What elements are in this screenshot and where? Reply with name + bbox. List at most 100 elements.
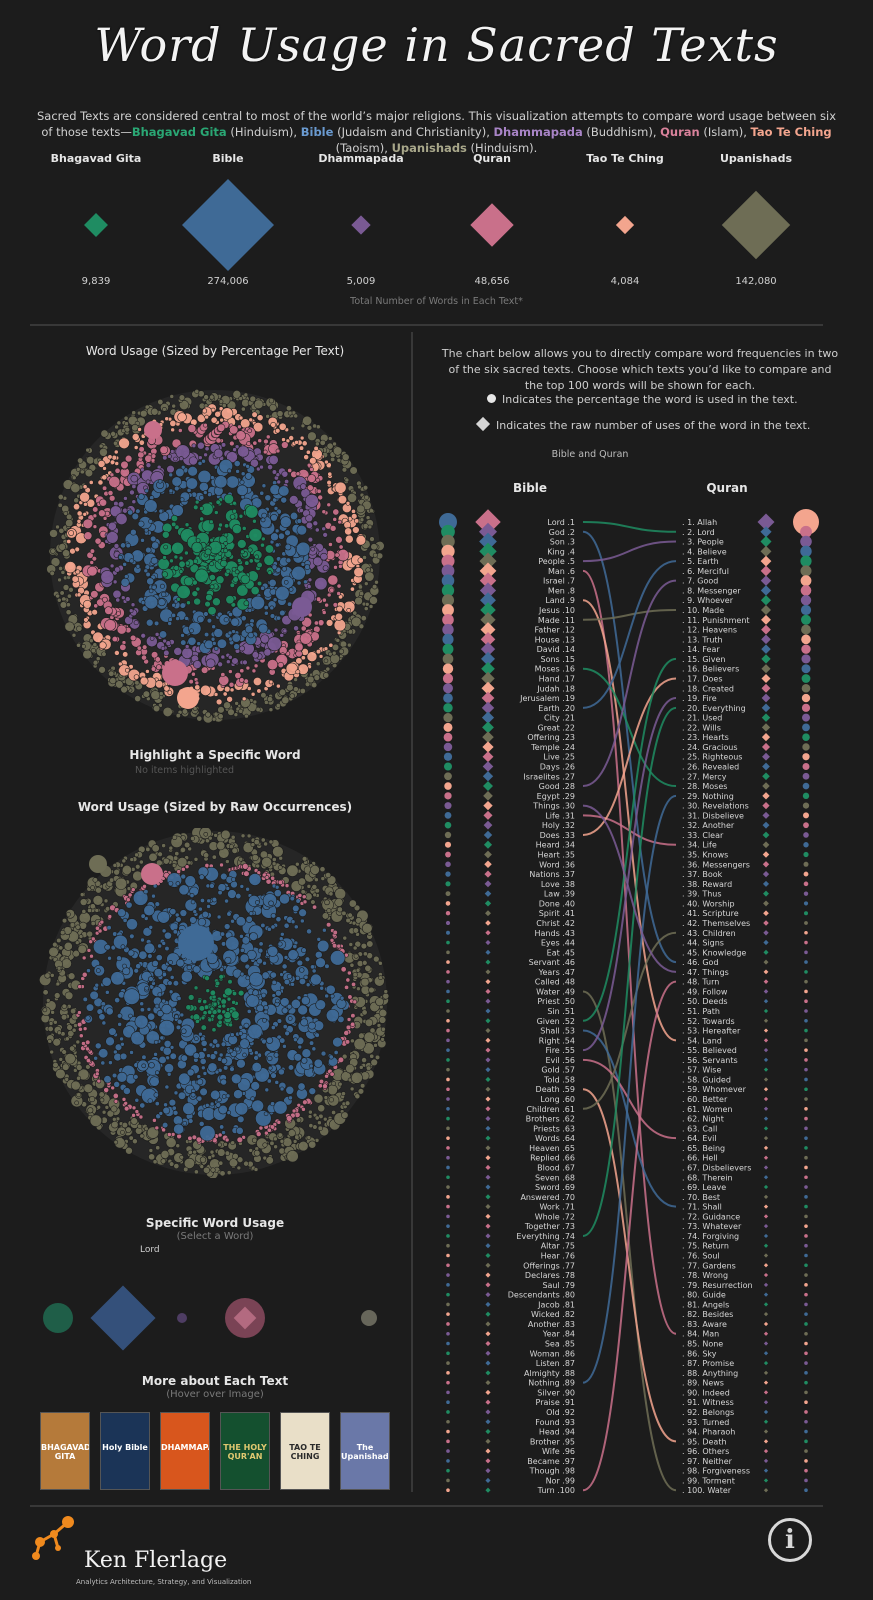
- bible-word-circle: [189, 916, 197, 924]
- book-bible[interactable]: Holy Bible: [100, 1412, 150, 1490]
- quran-word-circle: [107, 914, 113, 919]
- quran-raw-diamond: [762, 851, 770, 858]
- bible-word-circle: [161, 998, 166, 1004]
- quran-pct-circle: [800, 575, 812, 587]
- bible-word-circle: [223, 617, 229, 623]
- quran-word-circle: [176, 1133, 182, 1140]
- upan-word-circle: [131, 424, 139, 432]
- bible-word-label: Israel .7: [543, 577, 575, 586]
- bible-pct-circle: [443, 693, 453, 703]
- quran-word-circle: [150, 453, 157, 459]
- tao-word-circle: [167, 690, 173, 695]
- quran-word-circle: [346, 1017, 352, 1022]
- upan-word-circle: [306, 675, 315, 684]
- bible-raw-diamond: [482, 741, 494, 753]
- intro-dhamma-rel: (Buddhism),: [582, 125, 661, 139]
- bible-pct-circle: [446, 1263, 450, 1268]
- quran-raw-diamond: [757, 513, 775, 531]
- quran-word-label: . 40. Worship: [682, 899, 735, 908]
- quran-raw-diamond: [763, 1165, 769, 1170]
- upan-word-circle: [125, 1126, 132, 1133]
- word-link-curve: [582, 1088, 677, 1443]
- upan-word-circle: [362, 951, 368, 957]
- bible-word-circle: [147, 1012, 156, 1021]
- word-link-curve: [582, 667, 677, 788]
- book-gita[interactable]: BHAGAVAD GITA: [40, 1412, 90, 1490]
- quran-word-circle: [220, 672, 226, 678]
- bible-pct-circle: [446, 1351, 450, 1356]
- quran-word-label: . 34. Life: [682, 841, 717, 850]
- book-upan[interactable]: The Upanishads: [340, 1412, 390, 1490]
- bible-word-circle: [287, 601, 293, 607]
- bible-raw-diamond: [485, 1028, 491, 1034]
- quran-word-circle: [337, 1056, 345, 1063]
- total-value-label: 48,656: [475, 276, 510, 287]
- text-selector[interactable]: Bible and Quran: [551, 449, 629, 460]
- bible-word-label: Silver .90: [537, 1388, 575, 1397]
- dhamma-word-circle: [167, 454, 172, 459]
- gita-word-circle: [263, 554, 275, 566]
- quran-word-label: . 12. Heavens: [682, 626, 737, 635]
- bible-word-circle: [293, 1037, 298, 1042]
- quran-pct-circle: [804, 1165, 808, 1170]
- quran-word-label: . 53. Hereafter: [682, 1027, 741, 1036]
- bible-word-circle: [184, 615, 189, 621]
- bible-raw-diamond: [475, 509, 501, 535]
- highlight-filter[interactable]: No items highlighted: [135, 765, 235, 776]
- upan-word-circle: [114, 424, 119, 430]
- quran-word-label: . 51. Path: [682, 1007, 720, 1016]
- bible-word-circle: [206, 898, 211, 904]
- upan-word-circle: [110, 431, 116, 437]
- upan-word-circle: [104, 1105, 110, 1110]
- quran-pct-circle: [801, 703, 811, 712]
- dhamma-word-circle: [321, 526, 326, 532]
- dhamma-word-circle: [197, 441, 205, 450]
- pct-circle-pack[interactable]: [30, 385, 410, 725]
- quran-word-label: . 47. Things: [682, 968, 729, 977]
- quran-raw-diamond: [763, 1067, 769, 1072]
- specific-word[interactable]: Lord: [140, 1245, 160, 1255]
- quran-word-label: . 41. Scripture: [682, 909, 739, 918]
- bible-pct-circle: [446, 1253, 450, 1258]
- bible-word-circle: [280, 931, 285, 937]
- quran-word-label: . 21. Used: [682, 714, 722, 723]
- gita-word-circle: [220, 998, 227, 1005]
- book-dhamma[interactable]: DHAMMAPADA: [160, 1412, 210, 1490]
- upan-word-circle: [345, 1063, 355, 1074]
- intro-prefix: Sacred Texts are considered central to m…: [36, 109, 837, 139]
- bible-raw-diamond: [485, 1331, 491, 1337]
- book-quran[interactable]: THE HOLY QUR'AN: [220, 1412, 270, 1490]
- upan-word-circle: [238, 708, 244, 714]
- dhamma-word-circle: [129, 489, 135, 496]
- bible-word-circle: [217, 890, 223, 896]
- upan-word-circle: [238, 856, 244, 862]
- book-tao[interactable]: TAO TE CHING: [280, 1412, 330, 1490]
- dhamma-word-circle: [305, 521, 313, 529]
- bible-word-circle: [313, 1058, 323, 1068]
- upan-word-circle: [315, 661, 321, 667]
- bible-raw-diamond: [480, 641, 496, 657]
- bible-word-circle: [145, 546, 152, 554]
- info-button[interactable]: i: [768, 1518, 812, 1562]
- bible-word-circle: [267, 945, 279, 957]
- gita-word-circle: [214, 510, 219, 515]
- quran-word-label: . 9. Whoever: [682, 596, 734, 605]
- bible-pct-circle: [446, 1371, 450, 1375]
- dhamma-word-circle: [275, 472, 281, 478]
- quran-word-circle: [243, 678, 249, 684]
- bible-word-circle: [211, 624, 216, 630]
- upan-word-circle: [151, 844, 160, 853]
- total-diamond: [721, 190, 791, 260]
- bible-word-label: Jesus .10: [538, 606, 575, 615]
- author-name[interactable]: Ken Flerlage: [84, 1548, 228, 1573]
- dhamma-word-circle: [234, 444, 240, 450]
- upan-word-circle: [69, 1045, 76, 1052]
- total-diamond: [470, 203, 514, 247]
- bible-word-circle: [143, 904, 155, 917]
- raw-circle-pack[interactable]: [30, 828, 410, 1178]
- upan-word-circle: [98, 1091, 105, 1098]
- quran-word-circle: [322, 1083, 328, 1090]
- bible-raw-diamond: [485, 1370, 491, 1376]
- tao-word-circle: [345, 501, 351, 506]
- quran-raw-diamond: [763, 1214, 769, 1219]
